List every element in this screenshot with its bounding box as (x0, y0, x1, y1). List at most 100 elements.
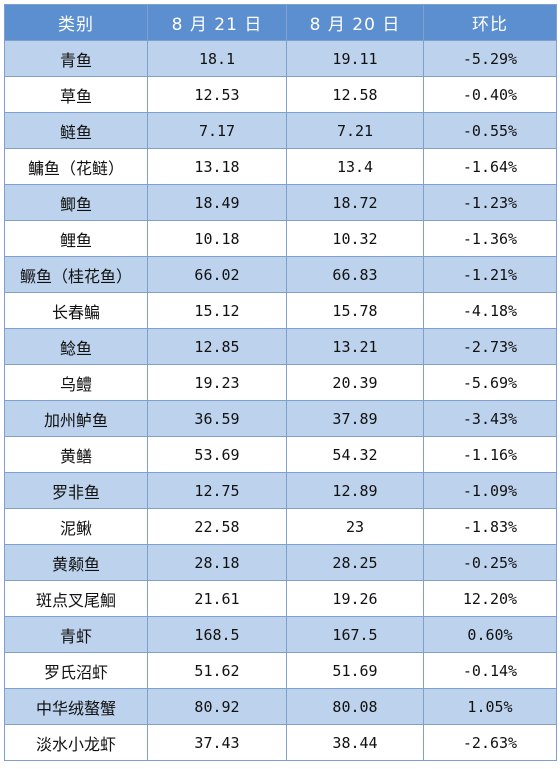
category-cell: 鲤鱼 (4, 220, 148, 257)
header-date-previous: 8 月 20 日 (286, 4, 424, 41)
price-current-cell: 53.69 (147, 436, 287, 473)
price-current-cell: 15.12 (147, 292, 287, 329)
category-cell: 鲶鱼 (4, 328, 148, 365)
table-row: 中华绒螯蟹 80.92 80.08 1.05% (4, 688, 557, 725)
table-row: 淡水小龙虾 37.43 38.44 -2.63% (4, 724, 557, 761)
price-current-cell: 36.59 (147, 400, 287, 437)
price-previous-cell: 19.26 (286, 580, 424, 617)
price-previous-cell: 167.5 (286, 616, 424, 653)
category-cell: 鳜鱼（桂花鱼） (4, 256, 148, 293)
change-cell: -5.29% (423, 40, 557, 77)
category-cell: 青鱼 (4, 40, 148, 77)
table-row: 罗非鱼 12.75 12.89 -1.09% (4, 472, 557, 509)
category-cell: 黄颡鱼 (4, 544, 148, 581)
price-previous-cell: 12.58 (286, 76, 424, 113)
price-current-cell: 28.18 (147, 544, 287, 581)
change-cell: -0.40% (423, 76, 557, 113)
change-cell: -1.83% (423, 508, 557, 545)
category-cell: 罗非鱼 (4, 472, 148, 509)
price-current-cell: 12.75 (147, 472, 287, 509)
table-row: 罗氏沼虾 51.62 51.69 -0.14% (4, 652, 557, 689)
category-cell: 鳙鱼（花鲢） (4, 148, 148, 185)
category-cell: 淡水小龙虾 (4, 724, 148, 761)
header-category: 类别 (4, 4, 148, 41)
table-row: 泥鳅 22.58 23 -1.83% (4, 508, 557, 545)
table-row: 鲫鱼 18.49 18.72 -1.23% (4, 184, 557, 221)
price-current-cell: 21.61 (147, 580, 287, 617)
price-current-cell: 51.62 (147, 652, 287, 689)
price-current-cell: 168.5 (147, 616, 287, 653)
price-current-cell: 66.02 (147, 256, 287, 293)
price-current-cell: 12.85 (147, 328, 287, 365)
table-row: 鳙鱼（花鲢） 13.18 13.4 -1.64% (4, 148, 557, 185)
change-cell: 1.05% (423, 688, 557, 725)
price-current-cell: 13.18 (147, 148, 287, 185)
price-current-cell: 37.43 (147, 724, 287, 761)
change-cell: -1.16% (423, 436, 557, 473)
change-cell: -0.14% (423, 652, 557, 689)
table-row: 鳜鱼（桂花鱼） 66.02 66.83 -1.21% (4, 256, 557, 293)
change-cell: -1.36% (423, 220, 557, 257)
price-previous-cell: 54.32 (286, 436, 424, 473)
change-cell: -0.25% (423, 544, 557, 581)
change-cell: -2.73% (423, 328, 557, 365)
table-row: 鲢鱼 7.17 7.21 -0.55% (4, 112, 557, 149)
price-previous-cell: 80.08 (286, 688, 424, 725)
price-previous-cell: 19.11 (286, 40, 424, 77)
price-current-cell: 10.18 (147, 220, 287, 257)
change-cell: -0.55% (423, 112, 557, 149)
category-cell: 泥鳅 (4, 508, 148, 545)
header-date-current: 8 月 21 日 (147, 4, 287, 41)
change-cell: -1.64% (423, 148, 557, 185)
price-previous-cell: 38.44 (286, 724, 424, 761)
price-current-cell: 18.1 (147, 40, 287, 77)
table-row: 青鱼 18.1 19.11 -5.29% (4, 40, 557, 77)
price-current-cell: 22.58 (147, 508, 287, 545)
category-cell: 加州鲈鱼 (4, 400, 148, 437)
change-cell: -4.18% (423, 292, 557, 329)
change-cell: 0.60% (423, 616, 557, 653)
price-previous-cell: 18.72 (286, 184, 424, 221)
change-cell: -1.23% (423, 184, 557, 221)
category-cell: 鲢鱼 (4, 112, 148, 149)
category-cell: 斑点叉尾鮰 (4, 580, 148, 617)
price-current-cell: 7.17 (147, 112, 287, 149)
change-cell: 12.20% (423, 580, 557, 617)
table-body: 青鱼 18.1 19.11 -5.29% 草鱼 12.53 12.58 -0.40% 鲢鱼 7.1… (4, 40, 557, 761)
header-change: 环比 (423, 4, 557, 41)
category-cell: 罗氏沼虾 (4, 652, 148, 689)
price-current-cell: 80.92 (147, 688, 287, 725)
change-cell: -3.43% (423, 400, 557, 437)
price-previous-cell: 10.32 (286, 220, 424, 257)
price-previous-cell: 20.39 (286, 364, 424, 401)
header-row: 类别 8 月 21 日 8 月 20 日 环比 (4, 4, 557, 41)
category-cell: 乌鳢 (4, 364, 148, 401)
price-previous-cell: 51.69 (286, 652, 424, 689)
category-cell: 中华绒螯蟹 (4, 688, 148, 725)
table-row: 草鱼 12.53 12.58 -0.40% (4, 76, 557, 113)
price-previous-cell: 13.4 (286, 148, 424, 185)
category-cell: 黄鳝 (4, 436, 148, 473)
table-row: 黄鳝 53.69 54.32 -1.16% (4, 436, 557, 473)
price-previous-cell: 13.21 (286, 328, 424, 365)
table-row: 鲤鱼 10.18 10.32 -1.36% (4, 220, 557, 257)
table-row: 长春鳊 15.12 15.78 -4.18% (4, 292, 557, 329)
change-cell: -1.21% (423, 256, 557, 293)
category-cell: 青虾 (4, 616, 148, 653)
change-cell: -5.69% (423, 364, 557, 401)
price-current-cell: 12.53 (147, 76, 287, 113)
price-previous-cell: 7.21 (286, 112, 424, 149)
price-previous-cell: 66.83 (286, 256, 424, 293)
category-cell: 鲫鱼 (4, 184, 148, 221)
price-previous-cell: 15.78 (286, 292, 424, 329)
change-cell: -2.63% (423, 724, 557, 761)
category-cell: 草鱼 (4, 76, 148, 113)
table-row: 乌鳢 19.23 20.39 -5.69% (4, 364, 557, 401)
price-previous-cell: 23 (286, 508, 424, 545)
price-previous-cell: 12.89 (286, 472, 424, 509)
price-table: 类别 8 月 21 日 8 月 20 日 环比 青鱼 18.1 19.11 -5.29… (4, 4, 557, 761)
table-row: 斑点叉尾鮰 21.61 19.26 12.20% (4, 580, 557, 617)
table-row: 加州鲈鱼 36.59 37.89 -3.43% (4, 400, 557, 437)
table-row: 鲶鱼 12.85 13.21 -2.73% (4, 328, 557, 365)
price-current-cell: 19.23 (147, 364, 287, 401)
